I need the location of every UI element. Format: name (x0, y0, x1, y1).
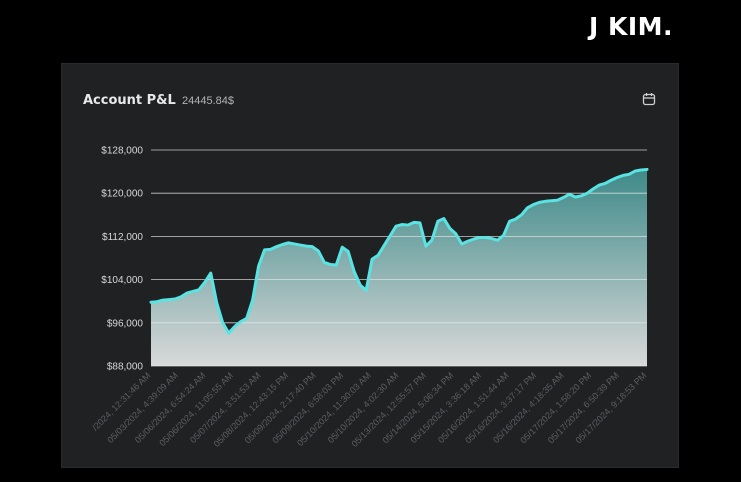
calendar-icon-glyph (642, 93, 656, 106)
y-tick-label: $96,000 (107, 318, 144, 329)
brand-logo: J KIM. (588, 12, 673, 41)
y-tick-label: $120,000 (101, 189, 143, 200)
account-pnl-value: 24445.84$ (182, 95, 234, 107)
y-tick-label: $112,000 (102, 232, 143, 243)
pnl-area (151, 169, 647, 366)
pnl-card: Account P&L 24445.84$ $88,000 $96,000 $104… (61, 63, 679, 468)
y-tick-label: $88,000 (107, 362, 144, 373)
pnl-chart: $88,000 $96,000 $104,000 $112,000 $120,000 $1… (90, 146, 649, 449)
card-title: Account P&L (83, 93, 176, 108)
calendar-icon[interactable] (642, 92, 656, 106)
y-tick-label: $104,000 (101, 275, 143, 286)
y-tick-label: $128,000 (101, 146, 143, 157)
pnl-series-line (149, 167, 649, 335)
